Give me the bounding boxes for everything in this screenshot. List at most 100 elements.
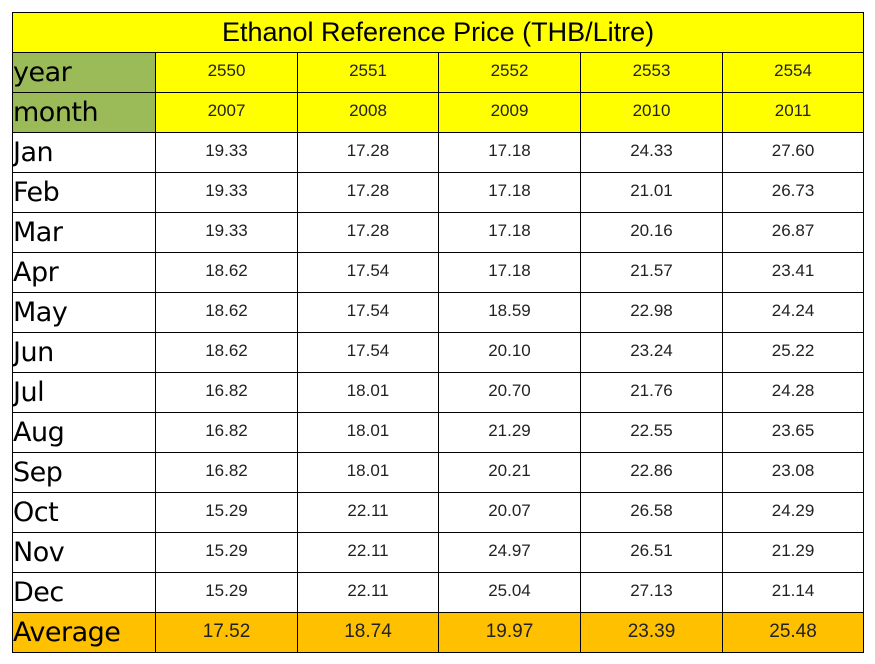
row-label: Aug bbox=[12, 412, 156, 453]
cell: 23.08 bbox=[721, 452, 865, 493]
data-row: Sep 16.82 18.01 20.21 22.86 23.08 bbox=[12, 452, 865, 493]
cell: 23.65 bbox=[721, 412, 865, 453]
cell: 25.04 bbox=[438, 572, 581, 613]
cell: 22.11 bbox=[297, 572, 439, 613]
row-label: Mar bbox=[12, 212, 156, 253]
cell: 20.07 bbox=[438, 492, 581, 533]
row-label: Sep bbox=[12, 452, 156, 493]
data-row: Jul 16.82 18.01 20.70 21.76 24.28 bbox=[12, 372, 865, 413]
cell: 26.51 bbox=[580, 532, 723, 573]
row-label: Oct bbox=[12, 492, 156, 533]
cell: 17.28 bbox=[297, 212, 439, 253]
cell: 2010 bbox=[580, 92, 723, 133]
row-label: month bbox=[12, 92, 156, 133]
cell: 17.18 bbox=[438, 252, 581, 293]
cell: 15.29 bbox=[155, 572, 298, 613]
cell: 17.54 bbox=[297, 252, 439, 293]
cell: 2553 bbox=[580, 52, 723, 93]
cell: 17.18 bbox=[438, 172, 581, 213]
cell: 17.18 bbox=[438, 132, 581, 173]
cell: 20.10 bbox=[438, 332, 581, 373]
cell: 21.29 bbox=[721, 532, 865, 573]
cell: 18.01 bbox=[297, 452, 439, 493]
row-label: Jan bbox=[12, 132, 156, 173]
cell: 24.24 bbox=[721, 292, 865, 333]
cell: 17.54 bbox=[297, 292, 439, 333]
data-row: Nov 15.29 22.11 24.97 26.51 21.29 bbox=[12, 532, 865, 573]
row-label: year bbox=[12, 52, 156, 93]
row-label: Average bbox=[12, 612, 156, 653]
cell: 22.11 bbox=[297, 492, 439, 533]
row-label: Nov bbox=[12, 532, 156, 573]
cell: 20.70 bbox=[438, 372, 581, 413]
cell: 2554 bbox=[721, 52, 865, 93]
cell: 16.82 bbox=[155, 452, 298, 493]
cell: 2007 bbox=[155, 92, 298, 133]
cell: 26.58 bbox=[580, 492, 723, 533]
cell: 2009 bbox=[438, 92, 581, 133]
cell: 22.98 bbox=[580, 292, 723, 333]
cell: 22.55 bbox=[580, 412, 723, 453]
table-body: Ethanol Reference Price (THB/Litre) year… bbox=[11, 12, 865, 653]
cell: 2551 bbox=[297, 52, 439, 93]
cell: 25.48 bbox=[721, 612, 865, 653]
cell: 17.52 bbox=[155, 612, 298, 653]
cell: 24.97 bbox=[438, 532, 581, 573]
cell: 23.39 bbox=[580, 612, 723, 653]
cell: 18.01 bbox=[297, 412, 439, 453]
data-row: Aug 16.82 18.01 21.29 22.55 23.65 bbox=[12, 412, 865, 453]
cell: 18.62 bbox=[155, 332, 298, 373]
row-label: Jun bbox=[12, 332, 156, 373]
cell: 20.21 bbox=[438, 452, 581, 493]
cell: 17.54 bbox=[297, 332, 439, 373]
cell: 18.59 bbox=[438, 292, 581, 333]
data-row: Jan 19.33 17.28 17.18 24.33 27.60 bbox=[12, 132, 865, 173]
cell: 26.73 bbox=[721, 172, 865, 213]
cell: 2550 bbox=[155, 52, 298, 93]
cell: 17.28 bbox=[297, 172, 439, 213]
cell: 23.41 bbox=[721, 252, 865, 293]
cell: 19.33 bbox=[155, 132, 298, 173]
row-label: May bbox=[12, 292, 156, 333]
cell: 2011 bbox=[721, 92, 865, 133]
cell: 17.28 bbox=[297, 132, 439, 173]
data-row: Apr 18.62 17.54 17.18 21.57 23.41 bbox=[12, 252, 865, 293]
cell: 22.11 bbox=[297, 532, 439, 573]
cell: 21.14 bbox=[721, 572, 865, 613]
month-row: month 2007 2008 2009 2010 2011 bbox=[12, 92, 865, 133]
cell: 19.97 bbox=[438, 612, 581, 653]
cell: 21.57 bbox=[580, 252, 723, 293]
cell: 21.01 bbox=[580, 172, 723, 213]
cell: 21.76 bbox=[580, 372, 723, 413]
price-table: Ethanol Reference Price (THB/Litre) year… bbox=[11, 12, 865, 653]
cell: 20.16 bbox=[580, 212, 723, 253]
cell: 25.22 bbox=[721, 332, 865, 373]
cell: 19.33 bbox=[155, 212, 298, 253]
data-row: May 18.62 17.54 18.59 22.98 24.24 bbox=[12, 292, 865, 333]
average-row: Average 17.52 18.74 19.97 23.39 25.48 bbox=[12, 612, 865, 653]
cell: 22.86 bbox=[580, 452, 723, 493]
cell: 23.24 bbox=[580, 332, 723, 373]
cell: 15.29 bbox=[155, 492, 298, 533]
cell: 24.29 bbox=[721, 492, 865, 533]
cell: 2552 bbox=[438, 52, 581, 93]
cell: 2008 bbox=[297, 92, 439, 133]
data-row: Oct 15.29 22.11 20.07 26.58 24.29 bbox=[12, 492, 865, 533]
data-row: Dec 15.29 22.11 25.04 27.13 21.14 bbox=[12, 572, 865, 613]
row-label: Dec bbox=[12, 572, 156, 613]
row-label: Apr bbox=[12, 252, 156, 293]
data-row: Feb 19.33 17.28 17.18 21.01 26.73 bbox=[12, 172, 865, 213]
cell: 17.18 bbox=[438, 212, 581, 253]
table-title: Ethanol Reference Price (THB/Litre) bbox=[11, 12, 865, 53]
cell: 16.82 bbox=[155, 412, 298, 453]
title-row: Ethanol Reference Price (THB/Litre) bbox=[11, 12, 865, 53]
cell: 18.01 bbox=[297, 372, 439, 413]
cell: 18.74 bbox=[297, 612, 439, 653]
cell: 18.62 bbox=[155, 252, 298, 293]
cell: 19.33 bbox=[155, 172, 298, 213]
cell: 24.33 bbox=[580, 132, 723, 173]
row-label: Feb bbox=[12, 172, 156, 213]
year-row: year 2550 2551 2552 2553 2554 bbox=[12, 52, 865, 93]
cell: 21.29 bbox=[438, 412, 581, 453]
cell: 27.60 bbox=[721, 132, 865, 173]
